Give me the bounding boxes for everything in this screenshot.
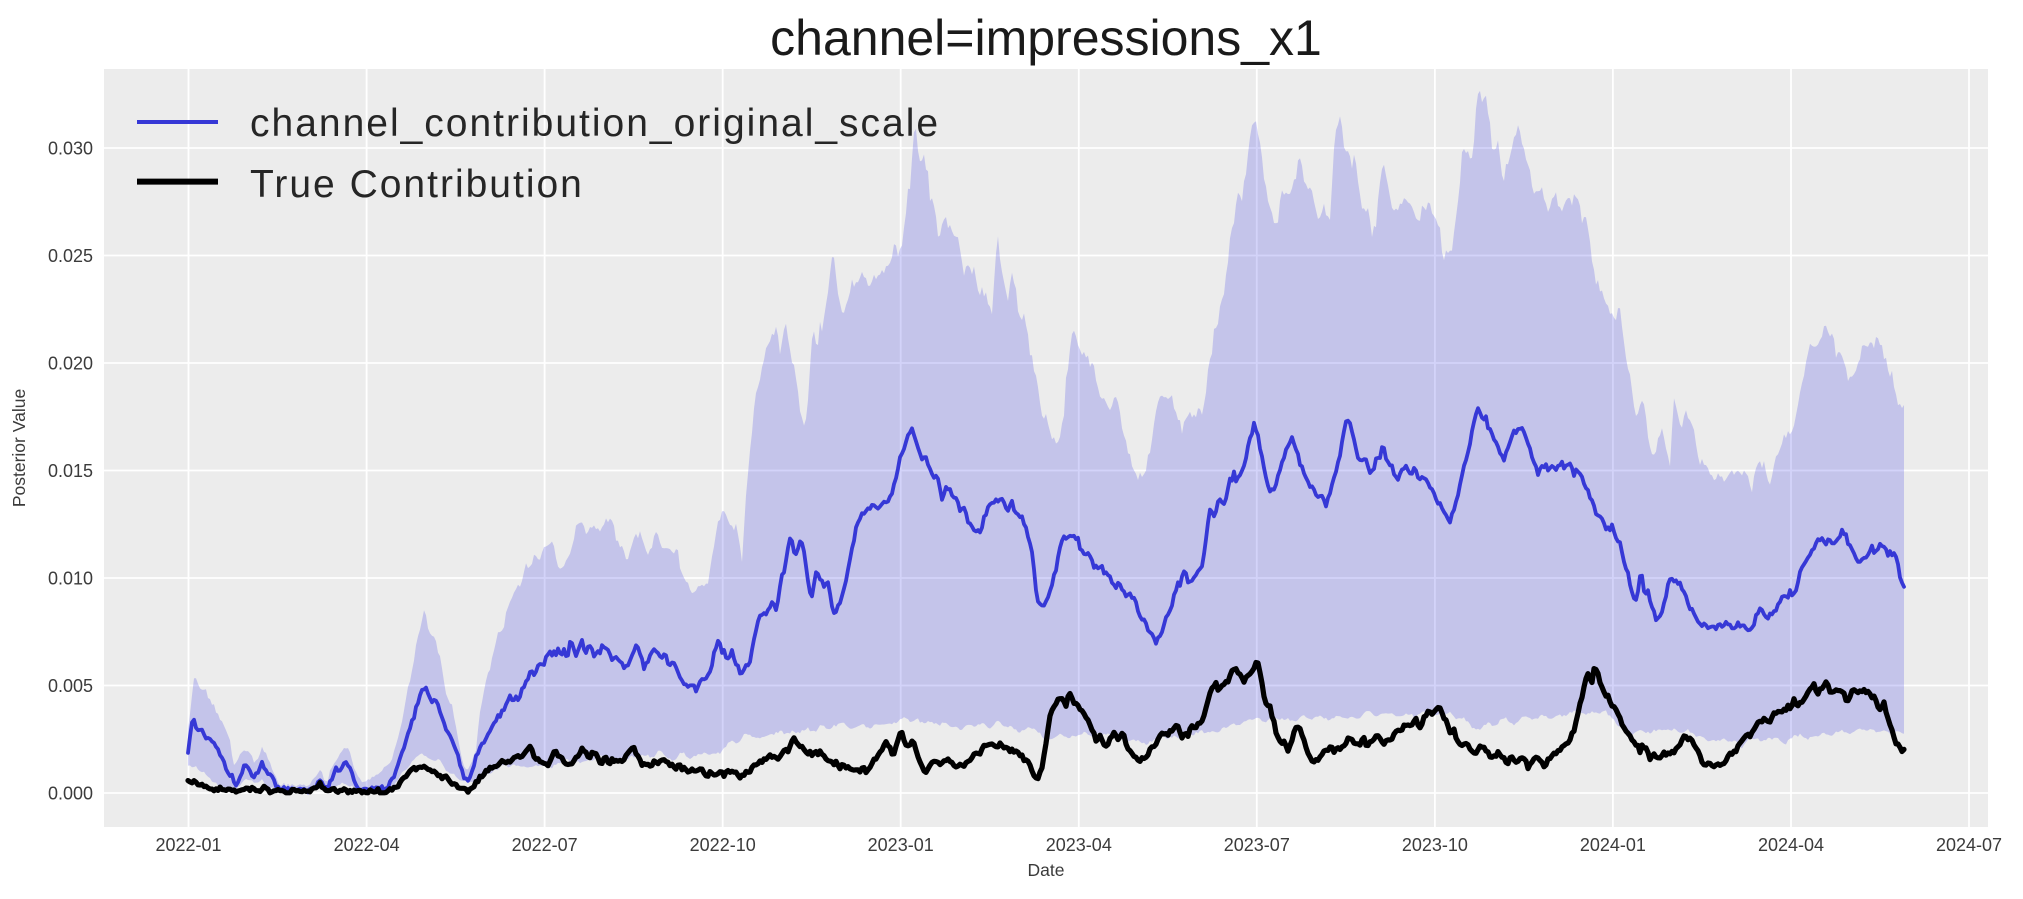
svg-text:2022-07: 2022-07 [512, 835, 578, 855]
svg-text:2022-01: 2022-01 [155, 835, 221, 855]
svg-text:2023-07: 2023-07 [1224, 835, 1290, 855]
svg-text:0.020: 0.020 [48, 353, 93, 373]
svg-text:channel_contribution_original_: channel_contribution_original_scale [250, 102, 940, 145]
svg-text:2022-04: 2022-04 [334, 835, 400, 855]
svg-text:2023-01: 2023-01 [868, 835, 934, 855]
svg-text:0.015: 0.015 [48, 461, 93, 481]
svg-text:2022-10: 2022-10 [690, 835, 756, 855]
svg-text:Posterior Value: Posterior Value [9, 389, 29, 507]
svg-text:2024-01: 2024-01 [1580, 835, 1646, 855]
svg-text:2024-04: 2024-04 [1758, 835, 1824, 855]
svg-text:2023-10: 2023-10 [1402, 835, 1468, 855]
svg-text:0.010: 0.010 [48, 568, 93, 588]
svg-text:Date: Date [1028, 860, 1065, 880]
svg-text:0.000: 0.000 [48, 783, 93, 803]
svg-text:0.030: 0.030 [48, 138, 93, 158]
svg-text:channel=impressions_x1: channel=impressions_x1 [770, 10, 1322, 66]
svg-text:0.025: 0.025 [48, 246, 93, 266]
svg-text:2024-07: 2024-07 [1936, 835, 2002, 855]
svg-text:2023-04: 2023-04 [1046, 835, 1112, 855]
svg-text:0.005: 0.005 [48, 676, 93, 696]
svg-text:True Contribution: True Contribution [250, 163, 584, 206]
